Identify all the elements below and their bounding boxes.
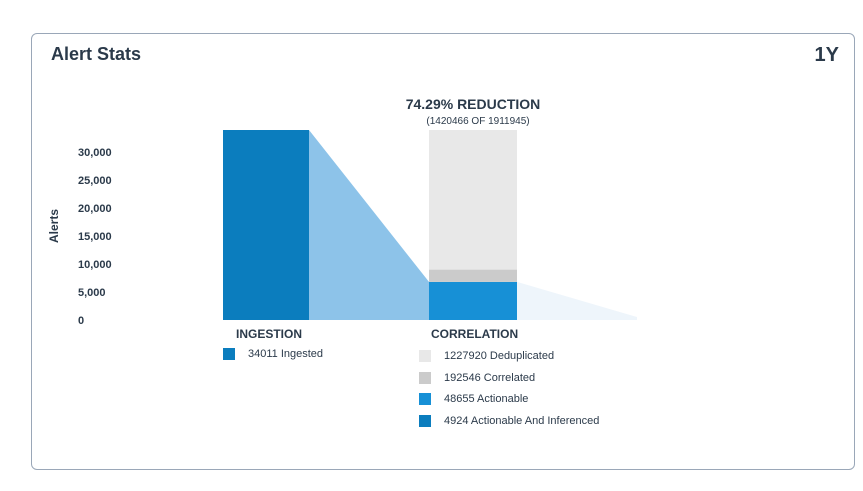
legend-text: 4924 Actionable And Inferenced [444,414,600,427]
ingestion-bar [223,130,309,320]
legend-swatch [223,348,235,360]
legend-text: 34011 Ingested [248,348,324,360]
y-tick-label: 5,000 [78,287,106,299]
correlation-deduplicated-segment [429,130,517,270]
time-range-selector[interactable]: 1Y [814,44,839,66]
reduction-subtitle: (1420466 OF 1911945) [426,116,529,127]
legend-text: 192546 Correlated [444,371,536,384]
legend-item-correlated: 192546 Correlated [419,371,536,384]
flow-band-continuation [517,281,637,320]
reduction-headline: 74.29% REDUCTION [406,96,541,112]
correlation-label: CORRELATION [431,327,519,341]
legend-text: 1227920 Deduplicated [444,350,555,362]
y-tick-label: 20,000 [78,203,112,215]
correlation-actionable-segment [429,281,517,320]
legend-text: 48655 Actionable [444,393,529,405]
legend-item-deduplicated: 1227920 Deduplicated [419,350,554,362]
legend-swatch [419,350,431,362]
ingestion-label: INGESTION [236,327,303,341]
y-tick-label: 25,000 [78,175,112,187]
card-title: Alert Stats [51,44,142,64]
flow-band [309,130,429,320]
y-tick-label: 15,000 [78,231,112,243]
correlation-correlated-segment [429,269,517,282]
legend-swatch [419,371,431,384]
legend-item-actionable: 48655 Actionable [419,393,528,405]
y-tick-label: 0 [78,315,84,327]
legend-item-actionable_inferenced: 4924 Actionable And Inferenced [419,414,600,427]
legend-swatch [419,414,431,427]
legend-item-ingested: 34011 Ingested [223,348,323,360]
y-tick-label: 10,000 [78,259,112,271]
y-axis-label: Alerts [47,209,61,243]
legend-swatch [419,393,431,405]
y-tick-label: 30,000 [78,147,112,159]
